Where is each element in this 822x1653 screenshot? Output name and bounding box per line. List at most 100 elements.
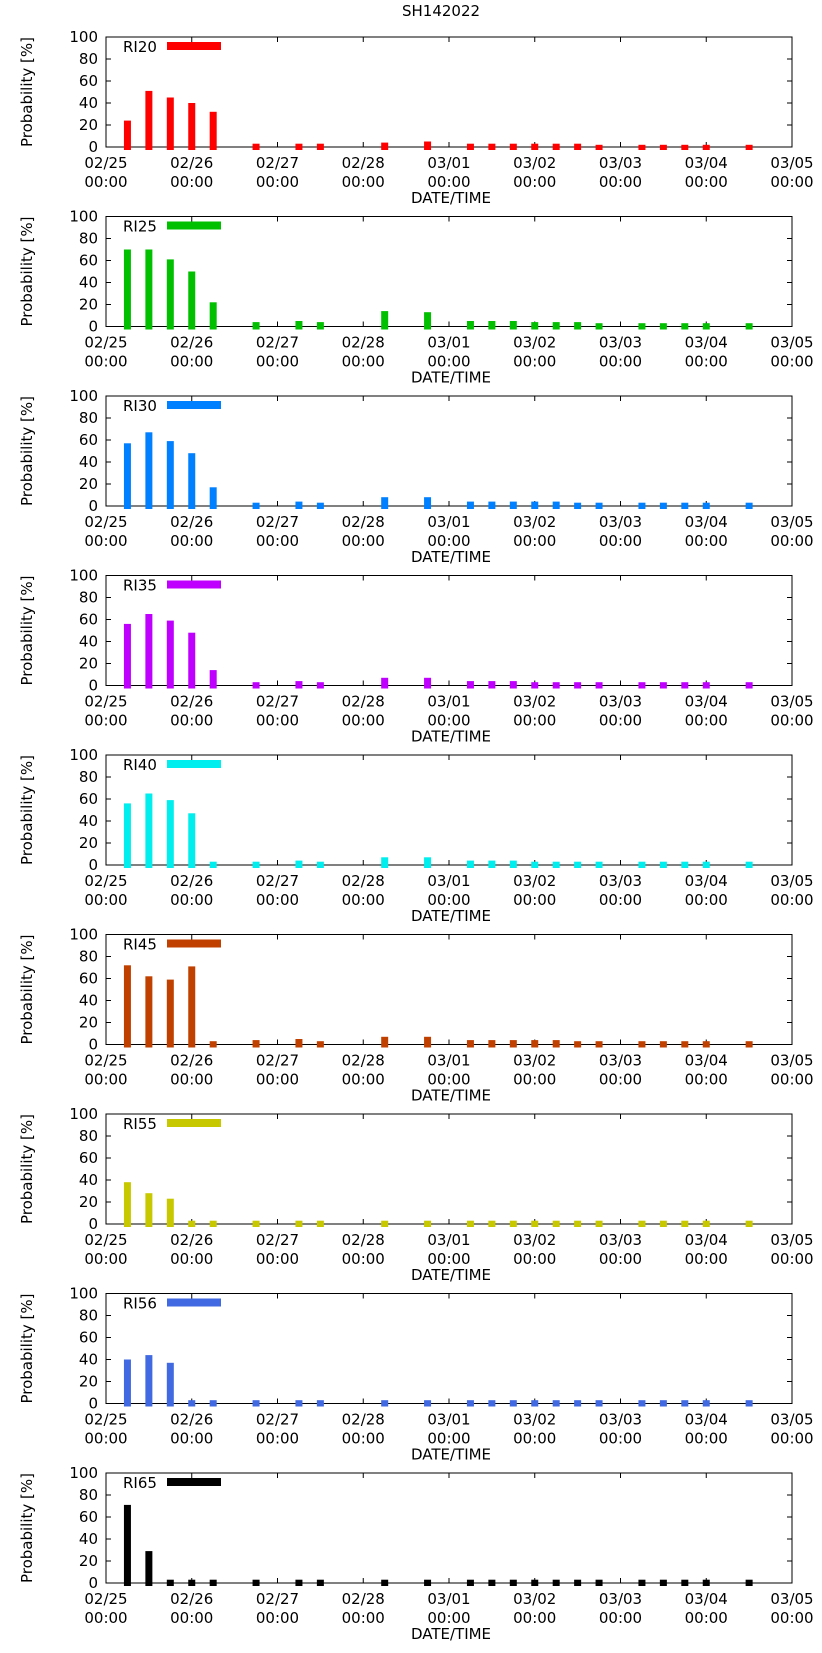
bar-ri65 [123, 1504, 131, 1586]
x-tick-date-label: 03/03 [599, 1411, 642, 1429]
x-tick-time-label: 00:00 [170, 353, 213, 371]
bar-ri45 [209, 1041, 217, 1048]
bar-ri20 [145, 90, 153, 150]
y-tick-label: 40 [79, 1171, 98, 1189]
x-tick-date-label: 02/28 [342, 1052, 385, 1070]
x-tick-date-label: 03/01 [427, 154, 470, 172]
plot-frame [105, 1293, 793, 1404]
bar-ri55 [681, 1220, 689, 1227]
x-tick-time-label: 00:00 [427, 1430, 470, 1448]
x-tick-time-label: 00:00 [170, 1430, 213, 1448]
x-tick-date-label: 02/25 [84, 1231, 127, 1249]
y-axis-label: Probability [%] [18, 1114, 36, 1224]
bar-ri35 [209, 670, 217, 689]
x-tick-date-label: 03/05 [770, 154, 813, 172]
bar-ri20 [209, 111, 217, 150]
bar-ri35 [166, 620, 174, 689]
bar-ri65 [681, 1579, 689, 1586]
bar-ri55 [745, 1220, 753, 1227]
bar-ri40 [381, 857, 389, 868]
bar-ri56 [488, 1400, 496, 1407]
bar-ri25 [316, 322, 324, 330]
y-tick-label: 40 [79, 94, 98, 112]
bar-ri20 [745, 144, 753, 150]
x-tick-date-label: 02/26 [170, 334, 213, 352]
x-tick-date-label: 03/03 [599, 872, 642, 890]
x-tick-date-label: 03/04 [685, 513, 728, 531]
x-tick-time-label: 00:00 [256, 173, 299, 191]
bar-ri25 [552, 322, 560, 330]
x-tick-time-label: 00:00 [685, 1430, 728, 1448]
y-axis-label: Probability [%] [18, 396, 36, 506]
bar-ri56 [659, 1400, 667, 1407]
x-tick-date-label: 03/03 [599, 334, 642, 352]
x-tick-time-label: 00:00 [599, 1250, 642, 1268]
x-tick-date-label: 03/01 [427, 513, 470, 531]
bar-ri56 [466, 1400, 474, 1407]
bar-ri20 [188, 103, 196, 150]
y-tick-label: 0 [88, 1395, 98, 1413]
bar-ri20 [295, 143, 303, 150]
plot-frame [105, 575, 793, 686]
bar-ri45 [509, 1040, 517, 1048]
bar-ri40 [702, 861, 710, 868]
x-tick-time-label: 00:00 [427, 353, 470, 371]
bar-ri56 [681, 1400, 689, 1407]
bar-ri35 [531, 682, 539, 689]
bar-ri30 [252, 502, 260, 509]
bar-ri65 [209, 1579, 217, 1586]
x-tick-date-label: 03/01 [427, 1590, 470, 1608]
x-tick-time-label: 00:00 [770, 1609, 813, 1627]
x-tick-time-label: 00:00 [256, 891, 299, 909]
bar-ri25 [638, 323, 646, 330]
x-tick-date-label: 03/05 [770, 334, 813, 352]
bar-ri20 [681, 144, 689, 150]
x-tick-time-label: 00:00 [770, 712, 813, 730]
bar-ri30 [295, 501, 303, 509]
x-tick-time-label: 00:00 [599, 1430, 642, 1448]
bar-ri56 [316, 1400, 324, 1407]
x-tick-time-label: 00:00 [170, 173, 213, 191]
bar-ri45 [123, 965, 131, 1048]
y-tick-label: 20 [79, 834, 98, 852]
x-tick-date-label: 02/27 [256, 693, 299, 711]
x-tick-time-label: 00:00 [342, 712, 385, 730]
x-tick-date-label: 03/03 [599, 1590, 642, 1608]
x-tick-date-label: 03/04 [685, 693, 728, 711]
bar-ri55 [209, 1220, 217, 1227]
bar-ri45 [531, 1040, 539, 1048]
bar-ri55 [638, 1220, 646, 1227]
bar-ri25 [123, 249, 131, 330]
x-tick-time-label: 00:00 [342, 532, 385, 550]
x-tick-time-label: 00:00 [513, 1430, 556, 1448]
y-tick-label: 100 [69, 28, 98, 46]
x-tick-date-label: 02/28 [342, 154, 385, 172]
y-tick-label: 20 [79, 296, 98, 314]
bar-ri30 [188, 453, 196, 509]
x-tick-time-label: 00:00 [84, 1250, 127, 1268]
x-tick-time-label: 00:00 [770, 1250, 813, 1268]
bar-ri56 [745, 1400, 753, 1407]
x-tick-date-label: 02/28 [342, 872, 385, 890]
bar-ri56 [123, 1359, 131, 1407]
bar-ri20 [509, 143, 517, 150]
x-tick-date-label: 02/26 [170, 1411, 213, 1429]
x-tick-date-label: 02/26 [170, 513, 213, 531]
bar-ri40 [145, 793, 153, 868]
bar-ri30 [316, 502, 324, 509]
bar-ri25 [702, 323, 710, 330]
bar-ri30 [488, 501, 496, 509]
bar-ri45 [316, 1041, 324, 1048]
bar-ri45 [595, 1041, 603, 1048]
bar-ri40 [209, 861, 217, 868]
bar-ri56 [188, 1400, 196, 1407]
bar-ri30 [123, 443, 131, 509]
bar-ri56 [509, 1400, 517, 1407]
bar-ri20 [381, 142, 389, 150]
bar-ri40 [295, 860, 303, 868]
x-axis-label: DATE/TIME [411, 907, 491, 925]
x-tick-date-label: 03/04 [685, 1411, 728, 1429]
x-tick-date-label: 03/02 [513, 1590, 556, 1608]
x-tick-date-label: 03/01 [427, 872, 470, 890]
